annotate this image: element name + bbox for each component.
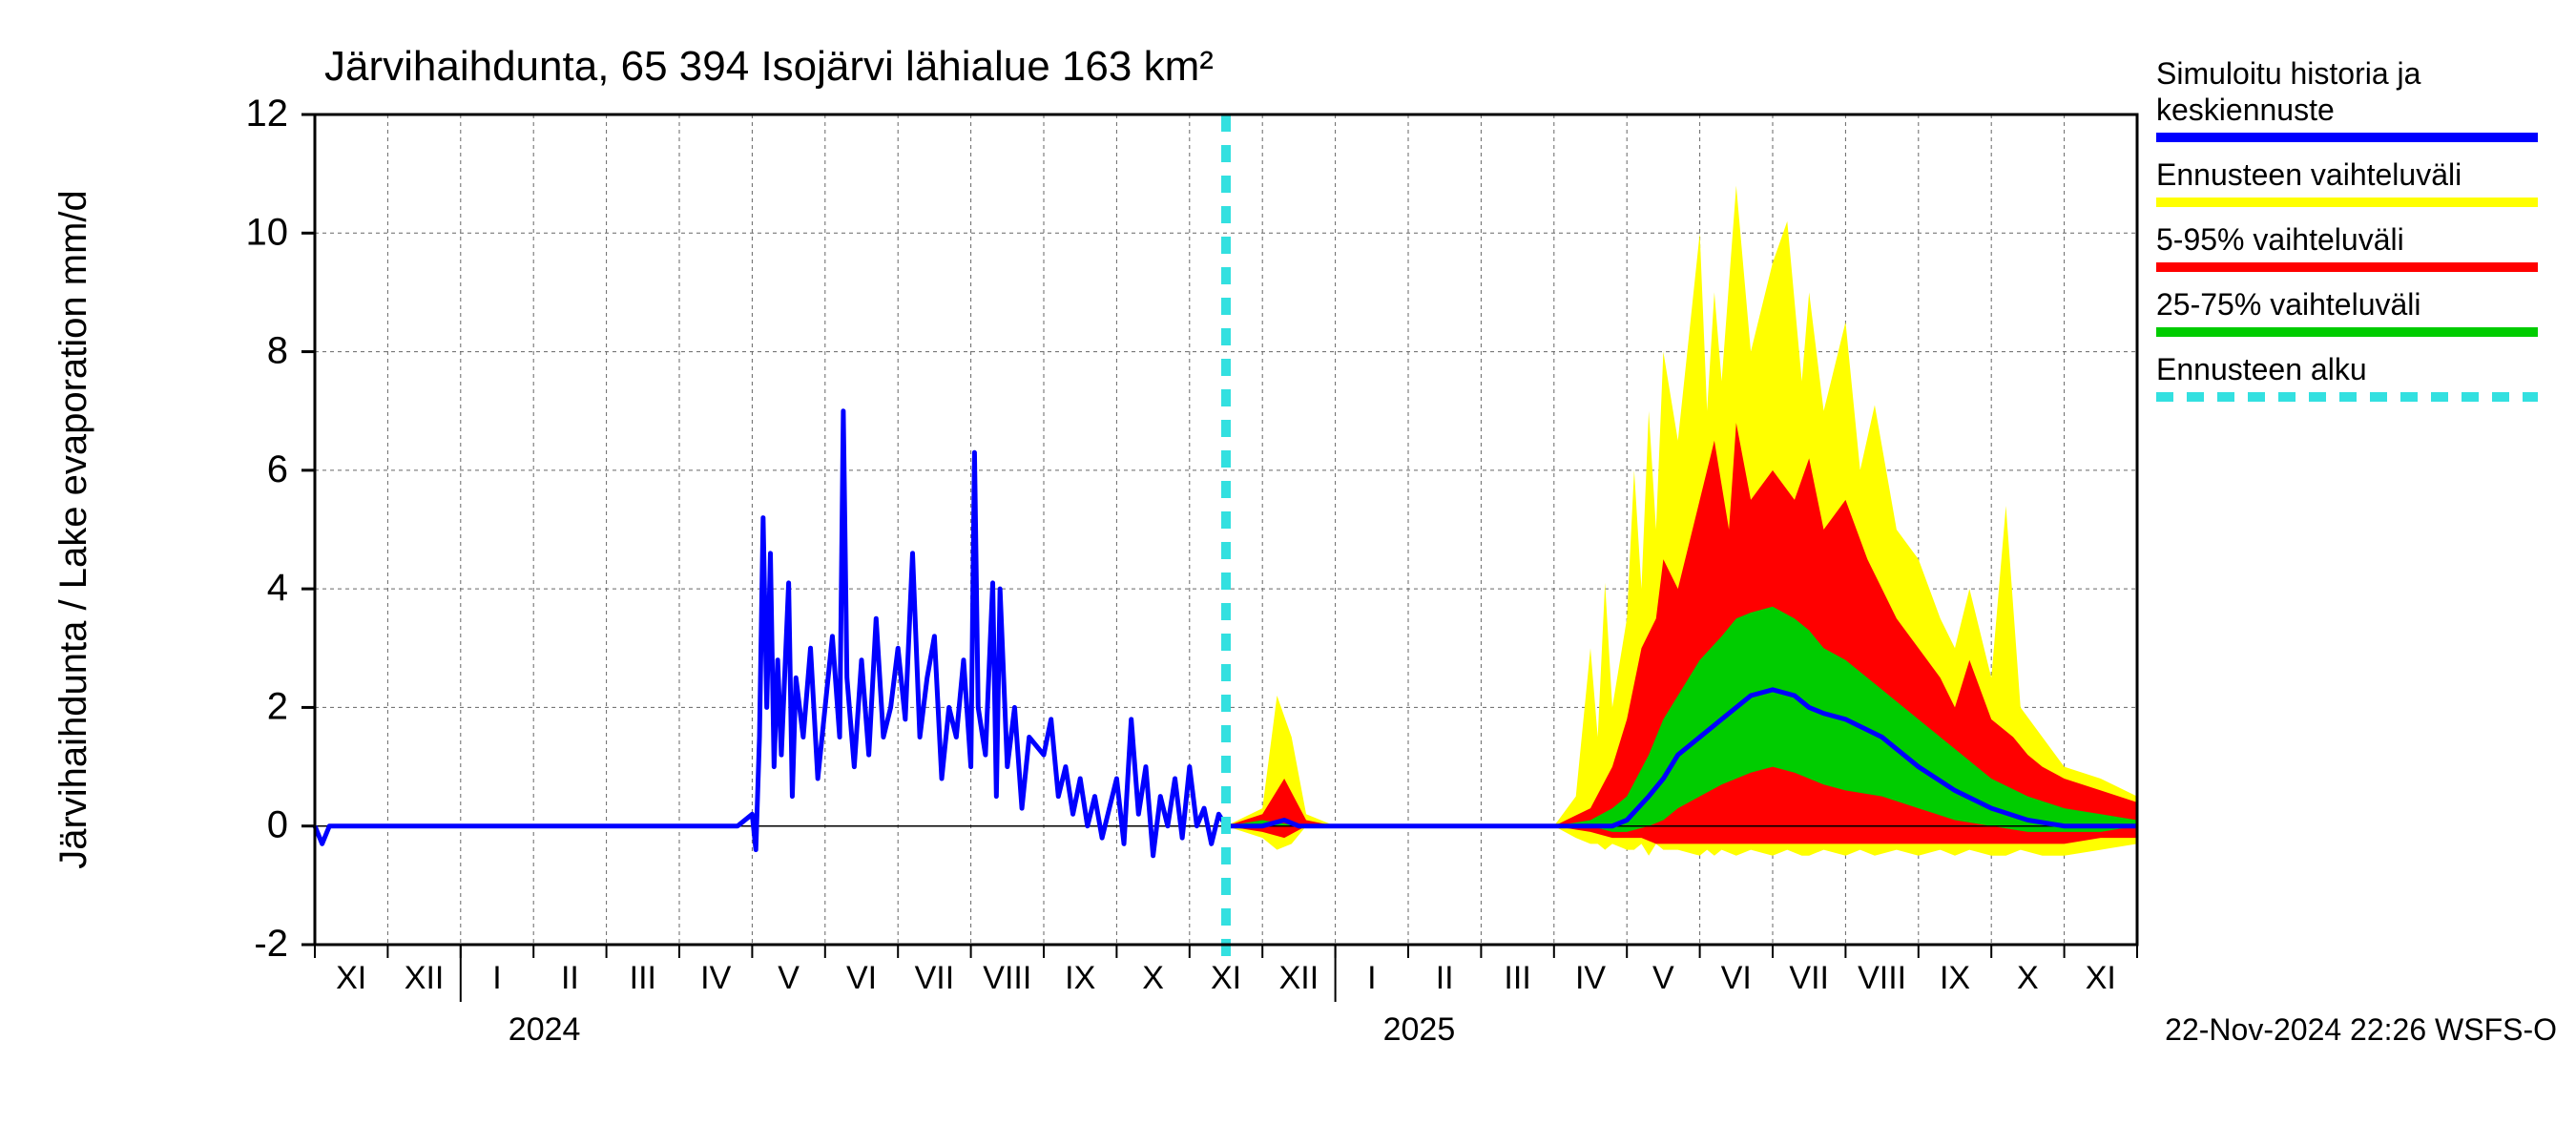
month-label: IV xyxy=(700,960,731,996)
month-label: XII xyxy=(1279,960,1319,996)
month-label: VI xyxy=(846,960,877,996)
month-label: XII xyxy=(405,960,445,996)
legend-label-sim: keskiennuste xyxy=(2156,93,2335,127)
month-label: IX xyxy=(1065,960,1095,996)
month-label: XI xyxy=(2086,960,2116,996)
legend-label-p25_75: 25-75% vaihteluväli xyxy=(2156,287,2421,322)
month-label: VII xyxy=(1789,960,1829,996)
month-label: I xyxy=(1367,960,1376,996)
ytick-label: 0 xyxy=(267,804,288,846)
month-label: VI xyxy=(1721,960,1752,996)
ytick-label: -2 xyxy=(254,923,288,965)
y-axis-label: Järvihaihdunta / Lake evaporation mm/d xyxy=(52,190,94,869)
legend-label-full: Ennusteen vaihteluväli xyxy=(2156,157,2462,192)
year-label: 2024 xyxy=(509,1011,581,1048)
month-label: XI xyxy=(336,960,366,996)
ytick-label: 6 xyxy=(267,448,288,490)
year-label: 2025 xyxy=(1383,1011,1456,1048)
month-label: V xyxy=(1652,960,1674,996)
month-label: II xyxy=(1436,960,1454,996)
month-label: V xyxy=(778,960,800,996)
month-label: IX xyxy=(1940,960,1970,996)
month-label: VII xyxy=(915,960,955,996)
timestamp: 22-Nov-2024 22:26 WSFS-O xyxy=(2165,1012,2557,1047)
month-label: X xyxy=(2017,960,2039,996)
month-label: XI xyxy=(1211,960,1241,996)
legend-label-sim: Simuloitu historia ja xyxy=(2156,56,2421,91)
evaporation-chart: -2024681012XIXIIIIIIIIIVVVIVIIVIIIIXXXIX… xyxy=(0,0,2576,1145)
ytick-label: 10 xyxy=(246,211,289,253)
ytick-label: 8 xyxy=(267,330,288,372)
legend-label-p5_95: 5-95% vaihteluväli xyxy=(2156,222,2404,257)
month-label: X xyxy=(1142,960,1164,996)
month-label: VIII xyxy=(983,960,1031,996)
ytick-label: 12 xyxy=(246,93,289,135)
month-label: III xyxy=(1504,960,1530,996)
chart-title: Järvihaihdunta, 65 394 Isojärvi lähialue… xyxy=(324,43,1214,90)
ytick-label: 2 xyxy=(267,685,288,727)
month-label: III xyxy=(630,960,656,996)
ytick-label: 4 xyxy=(267,567,288,609)
legend-label-start: Ennusteen alku xyxy=(2156,352,2367,386)
month-label: VIII xyxy=(1858,960,1906,996)
chart-container: -2024681012XIXIIIIIIIIIVVVIVIIVIIIIXXXIX… xyxy=(0,0,2576,1145)
month-label: I xyxy=(492,960,501,996)
month-label: II xyxy=(561,960,579,996)
month-label: IV xyxy=(1575,960,1606,996)
